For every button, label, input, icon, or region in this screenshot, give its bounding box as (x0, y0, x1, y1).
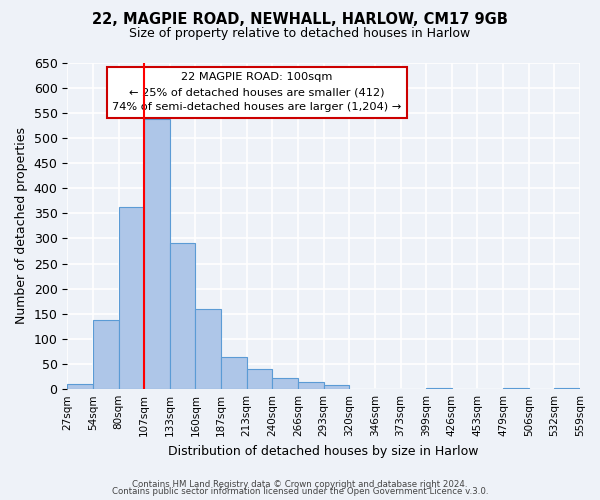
Text: 22 MAGPIE ROAD: 100sqm
← 25% of detached houses are smaller (412)
74% of semi-de: 22 MAGPIE ROAD: 100sqm ← 25% of detached… (112, 72, 401, 112)
Text: Contains HM Land Registry data © Crown copyright and database right 2024.: Contains HM Land Registry data © Crown c… (132, 480, 468, 489)
Bar (323, 385, 349, 389)
Bar (144, 120, 170, 389)
Bar (170, 243, 196, 389)
Bar (247, 369, 272, 389)
Bar (93, 320, 119, 389)
Bar (196, 309, 221, 389)
Bar (67, 384, 93, 389)
Text: Size of property relative to detached houses in Harlow: Size of property relative to detached ho… (130, 28, 470, 40)
Y-axis label: Number of detached properties: Number of detached properties (15, 128, 28, 324)
X-axis label: Distribution of detached houses by size in Harlow: Distribution of detached houses by size … (169, 444, 479, 458)
Bar (554, 388, 580, 389)
Bar (298, 382, 323, 389)
Text: 22, MAGPIE ROAD, NEWHALL, HARLOW, CM17 9GB: 22, MAGPIE ROAD, NEWHALL, HARLOW, CM17 9… (92, 12, 508, 28)
Bar (119, 207, 144, 389)
Bar (503, 388, 529, 389)
Text: Contains public sector information licensed under the Open Government Licence v.: Contains public sector information licen… (112, 487, 488, 496)
Bar (221, 356, 247, 389)
Bar (272, 378, 298, 389)
Bar (426, 388, 452, 389)
